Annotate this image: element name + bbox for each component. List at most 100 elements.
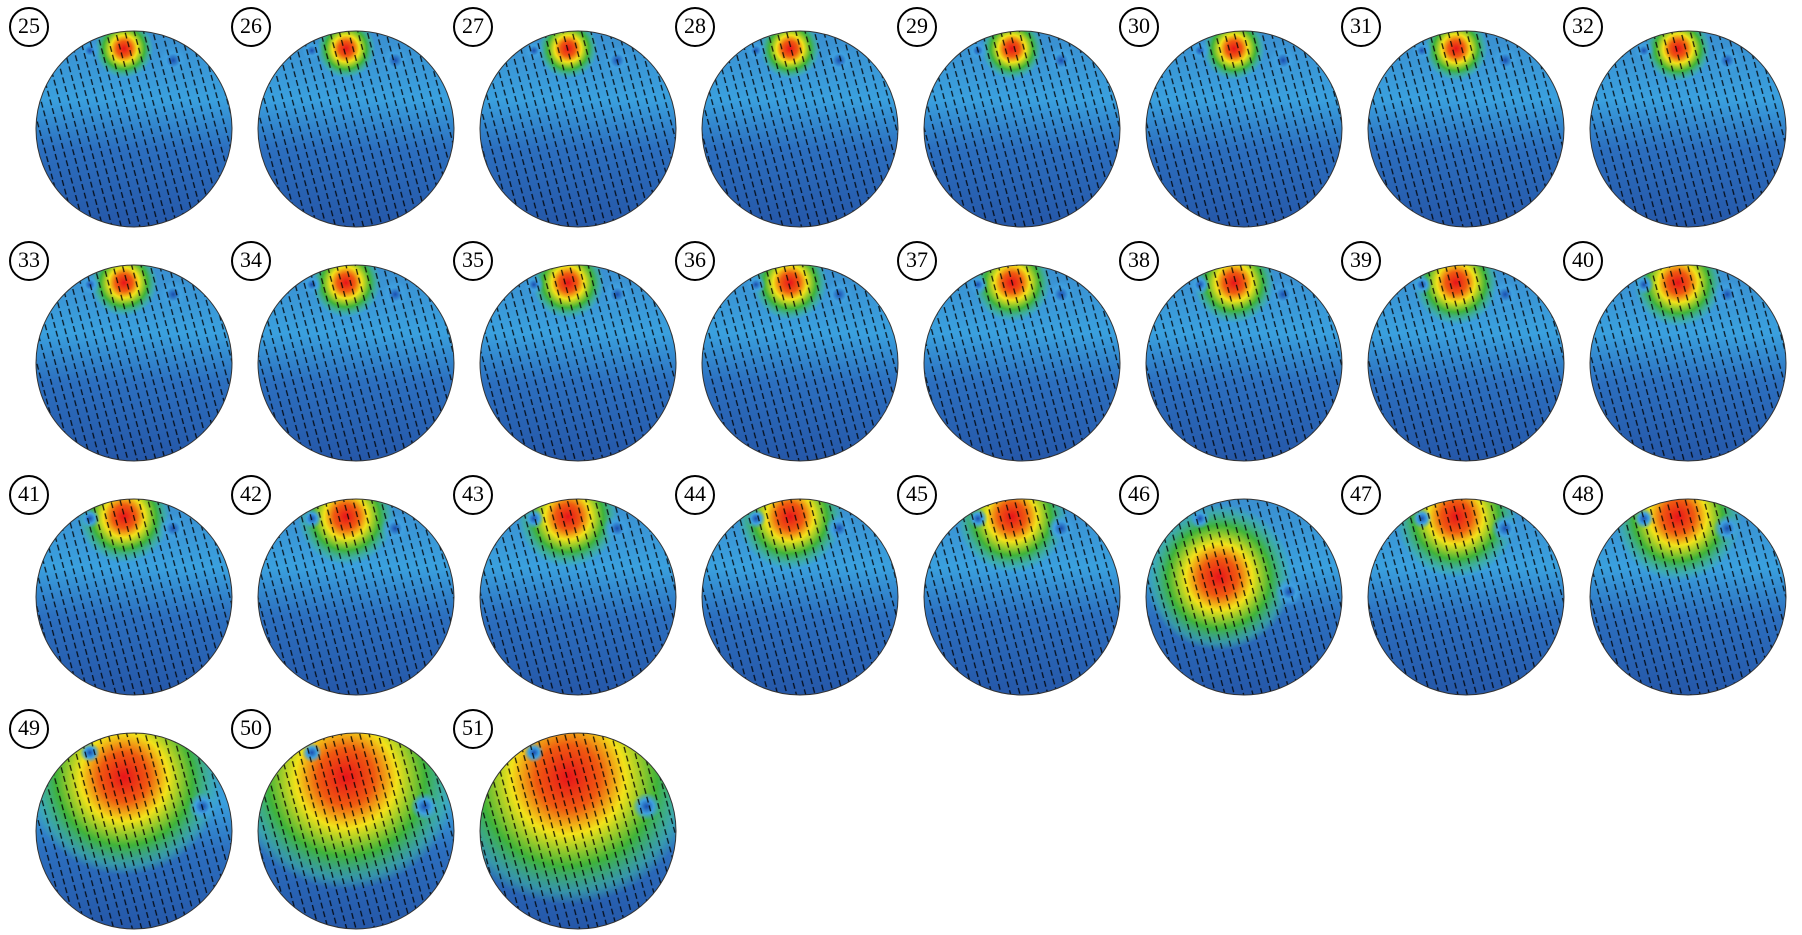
panel-label: 51 bbox=[462, 715, 484, 740]
panel-label: 49 bbox=[18, 715, 40, 740]
sphere-surface bbox=[1368, 499, 1564, 695]
sphere-outline bbox=[701, 264, 899, 462]
sphere-panel: 34 bbox=[231, 241, 455, 462]
sphere-outline bbox=[35, 264, 233, 462]
arrow-field bbox=[1590, 499, 1786, 695]
sphere-outline bbox=[257, 498, 455, 696]
sphere-outline bbox=[1589, 498, 1787, 696]
arrow-field bbox=[702, 265, 898, 461]
label-circle bbox=[231, 475, 271, 515]
arrow-field bbox=[1146, 31, 1342, 227]
sphere-outline bbox=[479, 732, 677, 930]
label-circle bbox=[897, 475, 937, 515]
panel-label: 29 bbox=[906, 13, 928, 38]
label-circle bbox=[675, 475, 715, 515]
arrow-field bbox=[1368, 265, 1564, 461]
sphere-panel: 29 bbox=[897, 7, 1121, 228]
panel-label: 32 bbox=[1572, 13, 1594, 38]
sphere-panel: 35 bbox=[453, 241, 677, 462]
sphere-outline bbox=[1145, 498, 1343, 696]
sphere-surface bbox=[924, 31, 1120, 227]
label-circle bbox=[897, 241, 937, 281]
sphere-panel: 42 bbox=[231, 475, 455, 696]
sphere-outline bbox=[1589, 264, 1787, 462]
sphere-panel: 48 bbox=[1563, 475, 1787, 696]
label-circle bbox=[1119, 475, 1159, 515]
label-circle bbox=[231, 7, 271, 47]
arrow-field bbox=[36, 31, 232, 227]
sphere-surface bbox=[1368, 31, 1564, 227]
sphere-surface bbox=[1590, 265, 1786, 461]
sphere-panel: 45 bbox=[897, 475, 1121, 696]
sphere-panel: 47 bbox=[1341, 475, 1565, 696]
sphere-panel: 51 bbox=[453, 709, 677, 930]
panel-label: 40 bbox=[1572, 247, 1594, 272]
sphere-surface bbox=[36, 733, 232, 929]
sphere-panel: 30 bbox=[1119, 7, 1343, 228]
label-circle bbox=[675, 241, 715, 281]
panel-label: 27 bbox=[462, 13, 484, 38]
arrow-field bbox=[258, 31, 454, 227]
sphere-surface bbox=[36, 31, 232, 227]
sphere-panel: 38 bbox=[1119, 241, 1343, 462]
sphere-panel: 26 bbox=[231, 7, 455, 228]
label-circle bbox=[231, 709, 271, 749]
sphere-surface bbox=[1146, 265, 1342, 461]
sphere-surface bbox=[1590, 499, 1786, 695]
sphere-surface bbox=[924, 499, 1120, 695]
label-circle bbox=[453, 241, 493, 281]
sphere-outline bbox=[257, 264, 455, 462]
sphere-outline bbox=[1589, 30, 1787, 228]
panel-label: 41 bbox=[18, 481, 40, 506]
sphere-surface bbox=[702, 499, 898, 695]
panel-label: 37 bbox=[906, 247, 928, 272]
sphere-outline bbox=[701, 498, 899, 696]
panel-label: 30 bbox=[1128, 13, 1150, 38]
arrow-field bbox=[1368, 31, 1564, 227]
label-circle bbox=[453, 709, 493, 749]
sphere-surface bbox=[1146, 499, 1342, 695]
label-circle bbox=[9, 709, 49, 749]
sphere-outline bbox=[923, 264, 1121, 462]
panel-label: 38 bbox=[1128, 247, 1150, 272]
sphere-surface bbox=[258, 499, 454, 695]
panel-label: 44 bbox=[684, 481, 706, 506]
label-circle bbox=[9, 241, 49, 281]
sphere-surface bbox=[258, 265, 454, 461]
panel-label: 34 bbox=[240, 247, 262, 272]
sphere-outline bbox=[35, 732, 233, 930]
panel-label: 46 bbox=[1128, 481, 1150, 506]
arrow-field bbox=[480, 265, 676, 461]
label-circle bbox=[9, 475, 49, 515]
panel-label: 25 bbox=[18, 13, 40, 38]
sphere-panel: 33 bbox=[9, 241, 233, 462]
label-circle bbox=[1341, 7, 1381, 47]
sphere-panel: 28 bbox=[675, 7, 899, 228]
sphere-panel: 36 bbox=[675, 241, 899, 462]
label-circle bbox=[1563, 475, 1603, 515]
arrow-field bbox=[258, 265, 454, 461]
label-circle bbox=[1341, 475, 1381, 515]
panel-label: 33 bbox=[18, 247, 40, 272]
sphere-panel: 31 bbox=[1341, 7, 1565, 228]
sphere-surface bbox=[36, 265, 232, 461]
sphere-panel: 49 bbox=[9, 709, 233, 930]
arrow-field bbox=[702, 31, 898, 227]
panel-label: 39 bbox=[1350, 247, 1372, 272]
panel-label: 42 bbox=[240, 481, 262, 506]
sphere-surface bbox=[258, 733, 454, 929]
arrow-field bbox=[924, 265, 1120, 461]
label-circle bbox=[453, 475, 493, 515]
sphere-surface bbox=[1590, 31, 1786, 227]
sphere-outline bbox=[257, 30, 455, 228]
label-circle bbox=[1119, 241, 1159, 281]
label-circle bbox=[897, 7, 937, 47]
sphere-outline bbox=[35, 498, 233, 696]
sphere-panel: 32 bbox=[1563, 7, 1787, 228]
sphere-surface bbox=[480, 499, 676, 695]
label-circle bbox=[231, 241, 271, 281]
label-circle bbox=[1119, 7, 1159, 47]
sphere-outline bbox=[1367, 30, 1565, 228]
arrow-field bbox=[480, 733, 676, 929]
